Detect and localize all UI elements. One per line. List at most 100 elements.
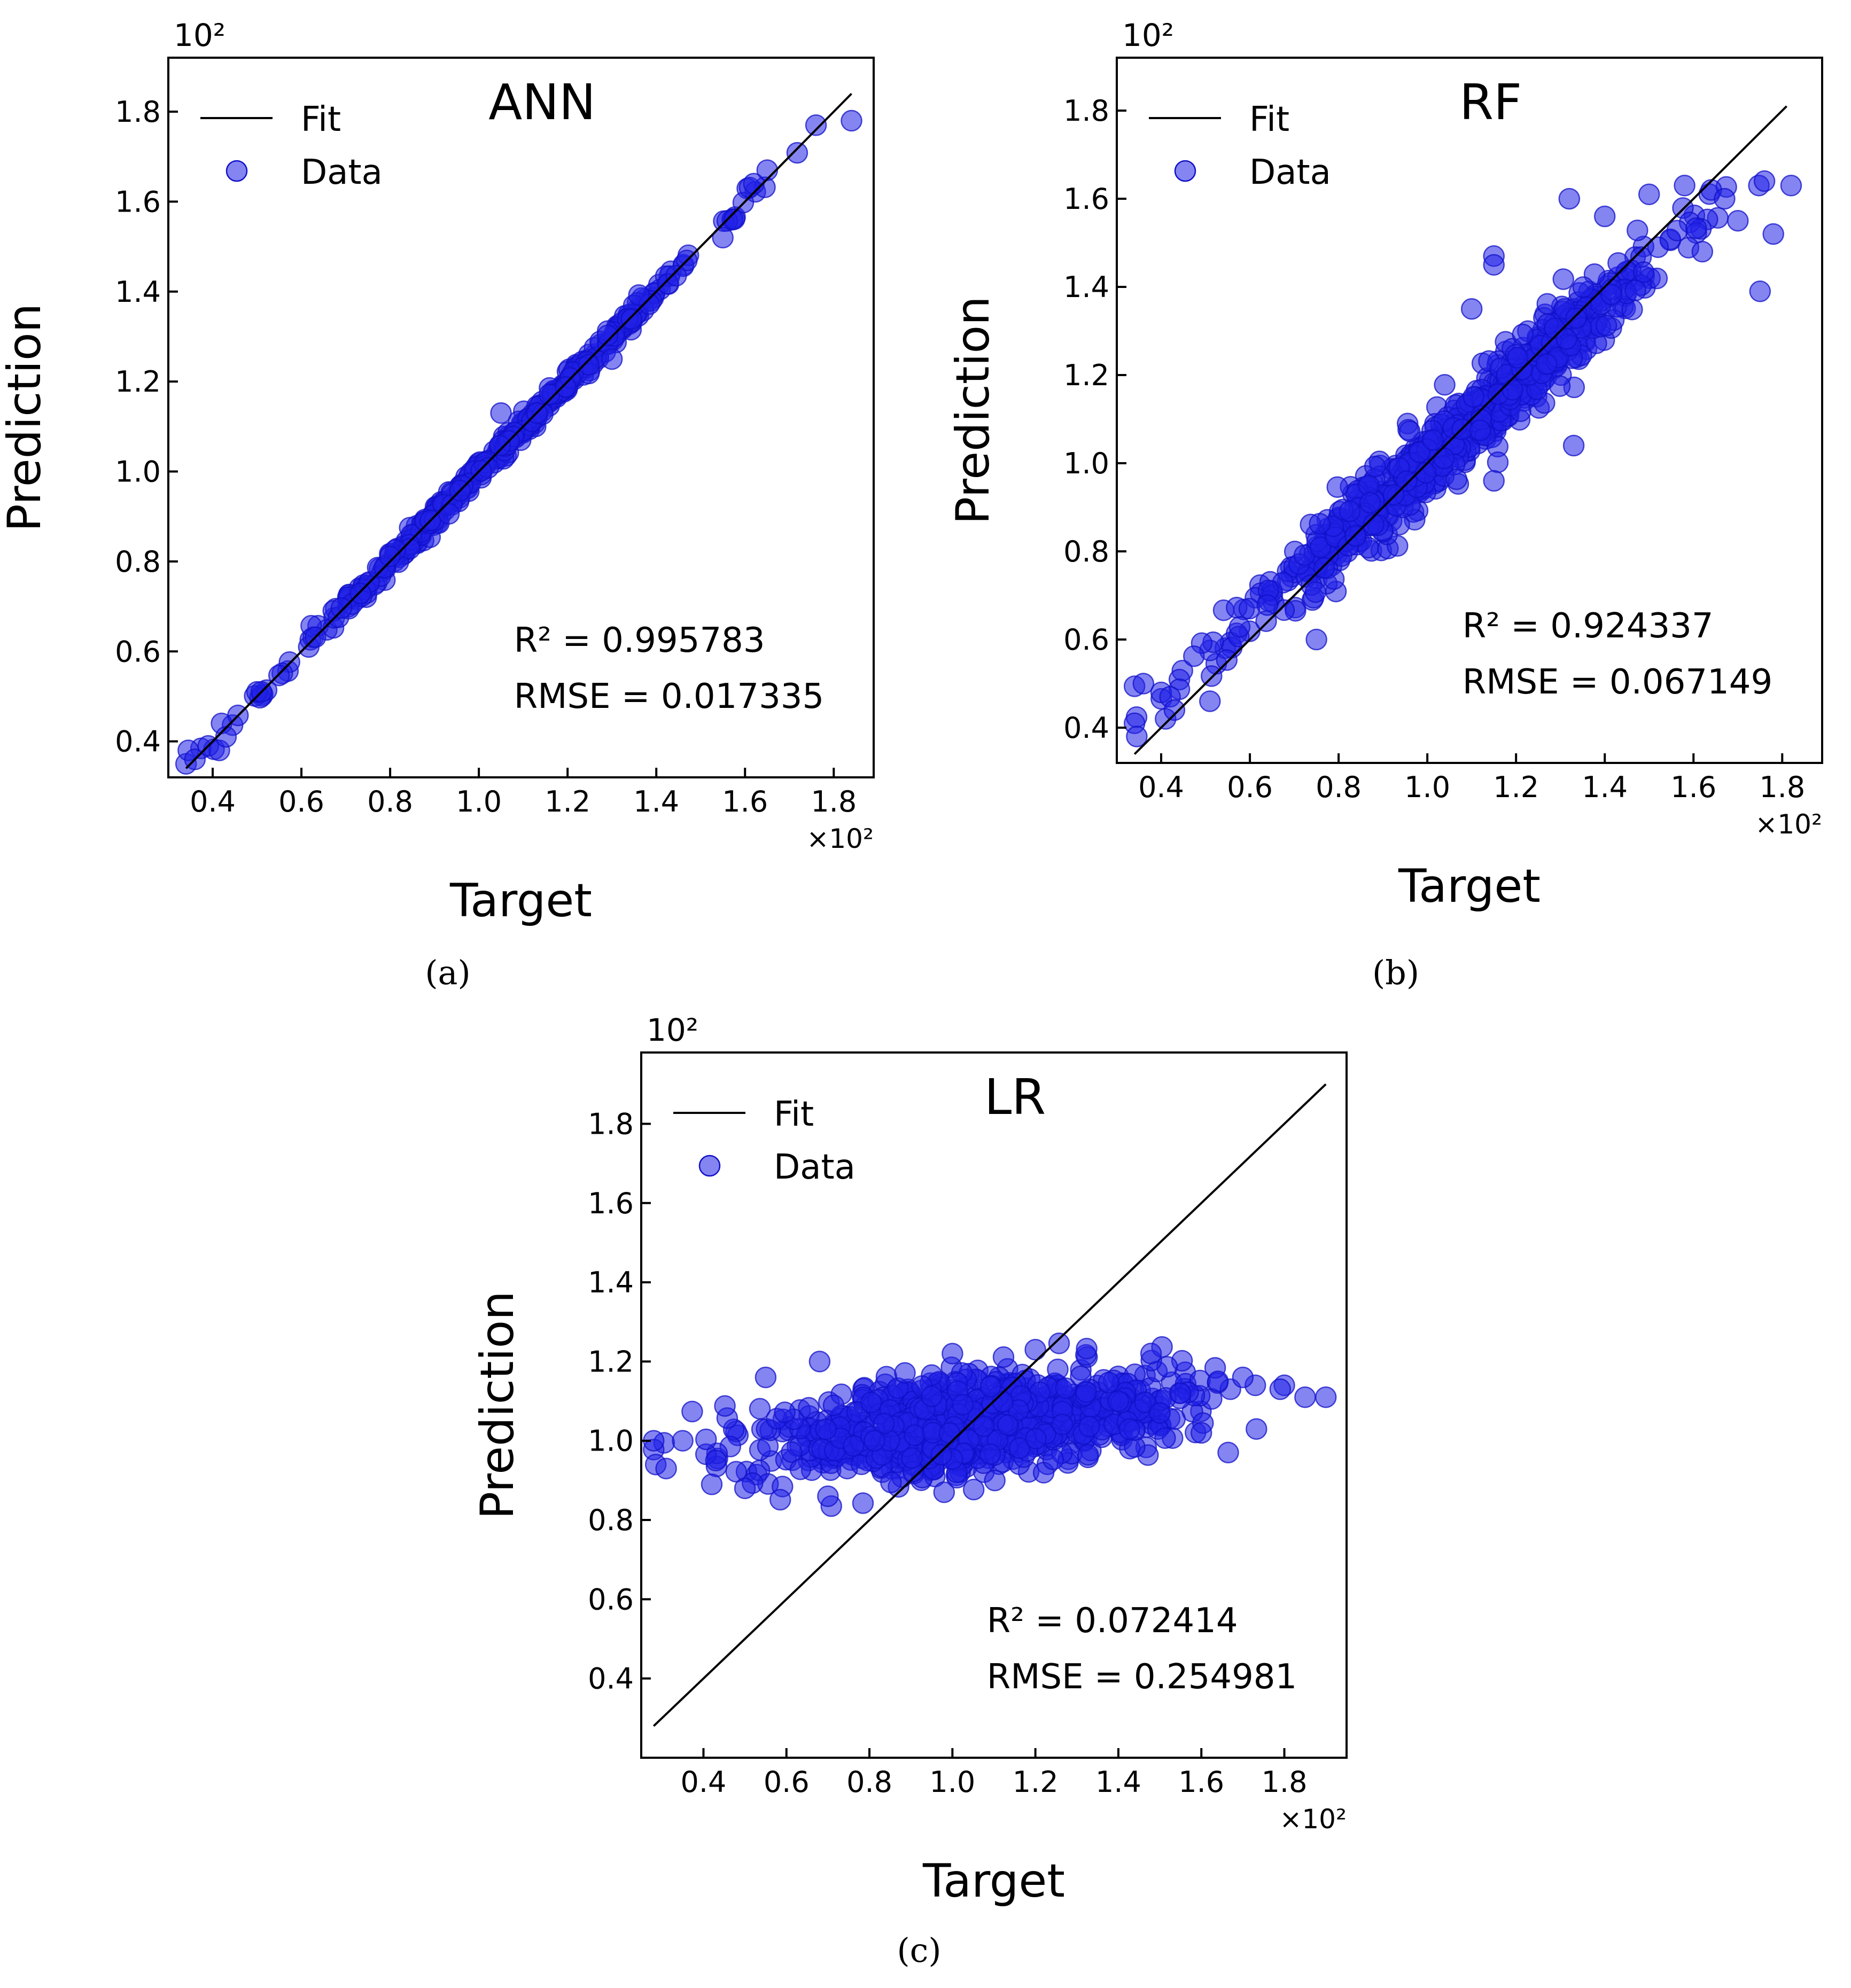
data-point xyxy=(628,284,650,306)
data-point xyxy=(1422,429,1444,451)
data-point xyxy=(655,1457,677,1479)
data-point xyxy=(860,1391,882,1414)
data-point xyxy=(555,376,577,398)
y-axis-label: Prediction xyxy=(0,303,51,532)
data-point xyxy=(904,1424,926,1446)
data-point xyxy=(1600,283,1622,306)
data-point xyxy=(1487,451,1509,473)
data-point xyxy=(1562,434,1585,457)
data-point xyxy=(1199,690,1221,712)
legend-data-label: Data xyxy=(774,1148,855,1187)
data-point xyxy=(1647,236,1669,258)
data-point xyxy=(789,1458,812,1480)
data-point xyxy=(979,1375,1001,1398)
data-point xyxy=(880,1471,902,1493)
x-tick-label: 1.8 xyxy=(1759,770,1805,804)
data-point xyxy=(1048,1332,1070,1354)
data-point xyxy=(805,114,827,136)
legend-data-swatch xyxy=(698,1155,721,1177)
data-point xyxy=(769,1488,791,1511)
data-point xyxy=(841,110,862,132)
data-point xyxy=(1749,280,1771,302)
data-point xyxy=(489,434,511,457)
legend-data-label: Data xyxy=(1249,153,1331,192)
x-tick-label: 1.0 xyxy=(929,1765,975,1799)
plot-frame xyxy=(1116,57,1823,764)
fit-line xyxy=(1133,105,1787,755)
data-point xyxy=(330,597,353,619)
data-point xyxy=(808,1351,831,1373)
x-tick-label: 1.2 xyxy=(1013,1765,1059,1799)
data-point xyxy=(672,1430,694,1452)
data-point xyxy=(1714,188,1736,210)
data-point xyxy=(984,1469,1006,1492)
data-point xyxy=(1217,1441,1239,1464)
data-point xyxy=(1463,386,1484,408)
x-tick-label: 0.4 xyxy=(1138,770,1184,804)
y-tick-label: 0.6 xyxy=(115,635,161,668)
data-point xyxy=(714,1395,736,1417)
data-point xyxy=(1502,379,1523,401)
x-axis-multiplier: ×10² xyxy=(806,823,874,854)
data-point xyxy=(1556,328,1577,350)
data-point xyxy=(1154,1427,1176,1449)
data-point xyxy=(1126,726,1148,747)
x-tick-label: 1.6 xyxy=(1178,1765,1224,1799)
y-tick-label: 1.2 xyxy=(588,1345,634,1378)
legend: Fit Data xyxy=(673,1095,855,1187)
data-point xyxy=(349,582,371,604)
x-axis-ticks: 0.4 0.6 0.8 1.0 1.2 1.4 1.6 1.8 xyxy=(681,1748,1307,1799)
data-point xyxy=(815,1418,837,1440)
data-point xyxy=(734,1477,756,1499)
data-point xyxy=(1638,183,1660,205)
r-squared-annotation: R² = 0.072414 xyxy=(987,1601,1238,1641)
data-point xyxy=(578,354,600,376)
data-point xyxy=(1326,476,1348,498)
data-point xyxy=(979,1443,1001,1465)
data-point xyxy=(1415,462,1437,484)
panel-ann: 0.4 0.6 0.8 1.0 1.2 1.4 1.6 1.8 0.4 0.6 0.8 1.0 1.2… xyxy=(0,17,875,927)
y-axis-multiplier: 10² xyxy=(174,17,225,53)
chart-title: ANN xyxy=(488,74,596,131)
legend-data-label: Data xyxy=(301,153,383,192)
data-point xyxy=(1238,598,1261,620)
chart-title: RF xyxy=(1459,74,1522,131)
data-point xyxy=(1051,1413,1074,1436)
data-point xyxy=(942,1343,963,1365)
x-tick-label: 1.4 xyxy=(1095,1765,1141,1799)
data-point xyxy=(1163,699,1186,721)
data-point xyxy=(843,1435,865,1457)
y-tick-label: 1.6 xyxy=(1063,182,1109,216)
x-axis-multiplier: ×10² xyxy=(1755,809,1822,840)
data-point xyxy=(1627,219,1648,241)
data-point xyxy=(1762,223,1784,245)
y-tick-label: 1.8 xyxy=(1063,94,1109,128)
data-point xyxy=(1201,665,1223,687)
chart-title: LR xyxy=(984,1069,1046,1126)
data-point xyxy=(695,1428,717,1451)
data-point xyxy=(1098,1371,1120,1393)
data-point xyxy=(379,545,401,567)
data-point xyxy=(743,173,765,194)
data-point xyxy=(1549,375,1571,397)
data-point xyxy=(1269,1378,1292,1400)
plot-frame xyxy=(167,57,875,778)
data-point xyxy=(1445,468,1468,490)
data-point xyxy=(1506,347,1529,369)
data-point xyxy=(1132,673,1155,695)
data-point xyxy=(921,1385,943,1407)
x-tick-label: 1.4 xyxy=(633,785,679,818)
data-point xyxy=(1469,419,1491,441)
data-point xyxy=(1780,175,1802,197)
data-point xyxy=(1396,470,1418,492)
data-point xyxy=(938,1422,961,1444)
data-point xyxy=(725,1461,747,1483)
data-point xyxy=(1460,298,1483,320)
data-point xyxy=(1685,217,1707,239)
x-axis-multiplier: ×10² xyxy=(1279,1804,1347,1835)
data-point xyxy=(1047,1358,1069,1381)
data-point xyxy=(724,208,745,230)
data-point xyxy=(894,1362,916,1384)
data-point xyxy=(438,503,460,525)
data-point xyxy=(749,1398,771,1420)
